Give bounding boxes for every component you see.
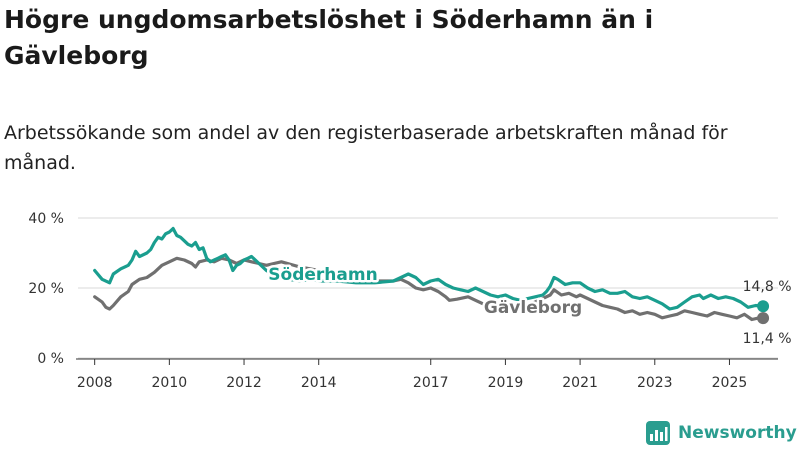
x-tick-label: 2014 — [301, 375, 337, 391]
x-tick-label: 2012 — [226, 375, 262, 391]
series-line-0 — [93, 226, 765, 311]
x-tick-label: 2017 — [413, 375, 449, 391]
series-end-point-1 — [757, 312, 770, 325]
y-tick-label: 40 % — [28, 211, 64, 227]
x-tick-label: 2023 — [637, 375, 673, 391]
x-tick-label: 2010 — [152, 375, 188, 391]
x-tick-label: 2008 — [77, 375, 113, 391]
newsworthy-logo-icon — [646, 421, 670, 445]
x-tick-label: 2021 — [562, 375, 598, 391]
brand-name: Newsworthy — [678, 423, 797, 443]
chart-subtitle: Arbetssökande som andel av den registerb… — [4, 122, 728, 174]
series-label-0: Söderhamn — [268, 265, 377, 285]
series-label-1: Gävleborg — [484, 298, 582, 318]
chart-title: Högre ungdomsarbetslöshet i Söderhamn än… — [4, 5, 654, 70]
y-tick-label: 0 % — [37, 351, 64, 367]
brand-logo: Newsworthy — [645, 418, 797, 448]
series-end-label-1: 11,4 % — [743, 331, 792, 347]
x-tick-label: 2019 — [488, 375, 524, 391]
series-line-1 — [93, 256, 765, 322]
x-tick-label: 2025 — [712, 375, 748, 391]
line-chart: 0 % 20 % 40 % 2008 2010 2012 2014 2017 2019 2021 2… — [28, 211, 792, 391]
y-tick-label: 20 % — [28, 281, 64, 297]
series-end-label-0: 14,8 % — [743, 279, 792, 295]
series-end-point-0 — [757, 300, 770, 313]
